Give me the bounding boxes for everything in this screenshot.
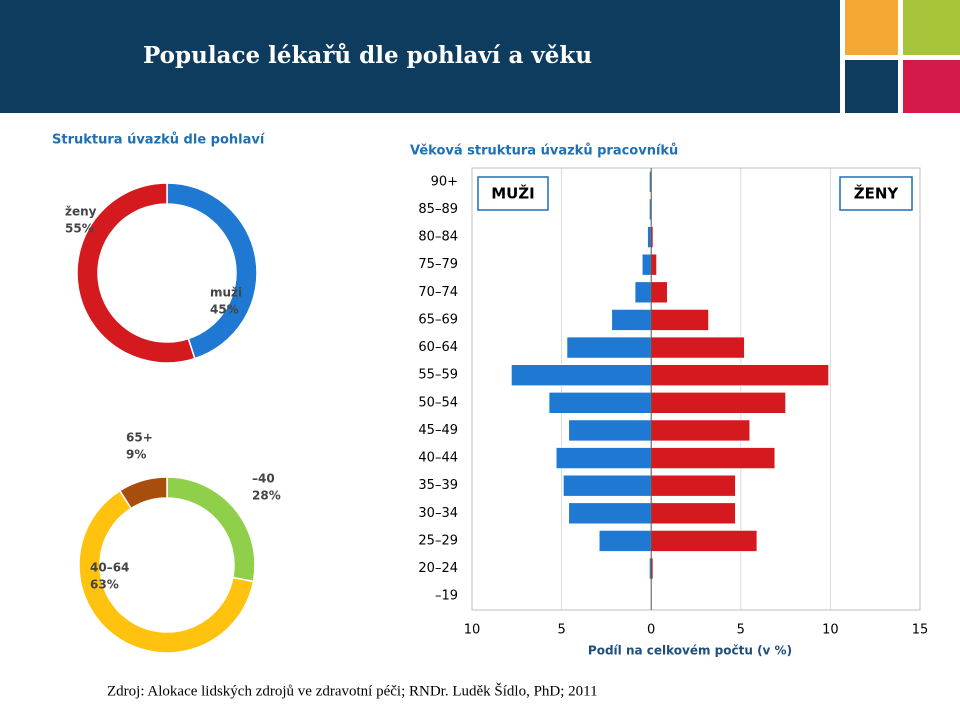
y-tick-label: –19 xyxy=(435,589,458,604)
bar xyxy=(611,309,652,331)
bar xyxy=(641,253,652,276)
legend-label: ŽENY xyxy=(854,184,900,203)
bar xyxy=(634,281,652,304)
x-axis-title: Podíl na celkovém počtu (v %) xyxy=(588,644,792,658)
bar xyxy=(650,364,829,386)
bar xyxy=(555,447,652,469)
y-tick-label: 55–59 xyxy=(418,368,458,383)
segment-label: –40 xyxy=(252,472,275,486)
segment-value: 9% xyxy=(126,448,146,462)
bar xyxy=(598,530,652,552)
segment-value: 28% xyxy=(252,489,281,503)
y-tick-label: 50–54 xyxy=(418,395,458,410)
bar xyxy=(650,281,668,304)
bar xyxy=(650,392,786,414)
y-tick-label: 75–79 xyxy=(418,257,458,272)
deco-square xyxy=(845,60,898,113)
y-tick-label: 25–29 xyxy=(418,533,458,548)
segment-label: ženy xyxy=(65,205,97,219)
segment-value: 45% xyxy=(210,303,239,317)
donut-segment xyxy=(76,182,196,364)
legend-box xyxy=(477,176,549,211)
bar xyxy=(511,364,652,386)
bar xyxy=(568,502,652,525)
bar xyxy=(650,253,657,276)
deco-square xyxy=(903,60,960,113)
donut-segment xyxy=(166,476,256,583)
y-tick-label: 85–89 xyxy=(418,202,458,217)
donut-segment xyxy=(166,182,258,360)
header-band xyxy=(0,0,840,113)
bar xyxy=(650,336,745,359)
segment-label: muži xyxy=(210,286,242,300)
x-tick-label: 10 xyxy=(822,623,839,638)
legend-box xyxy=(839,176,913,211)
y-tick-label: 30–34 xyxy=(418,506,458,521)
deco-square xyxy=(903,0,960,55)
segment-label: 40–64 xyxy=(90,561,129,575)
slide-title: Populace lékařů dle pohlaví a věku xyxy=(143,42,592,69)
y-tick-label: 35–39 xyxy=(418,478,458,493)
bar xyxy=(548,392,652,414)
bar xyxy=(650,309,709,331)
bar xyxy=(650,530,758,552)
segment-label: 65+ xyxy=(126,431,153,445)
donut-segment xyxy=(78,489,255,654)
bar xyxy=(650,447,776,469)
bar xyxy=(650,502,736,525)
x-tick-label: 0 xyxy=(647,623,655,638)
bar xyxy=(650,474,736,497)
y-tick-label: 40–44 xyxy=(418,451,458,466)
y-tick-label: 80–84 xyxy=(418,230,458,245)
y-tick-label: 65–69 xyxy=(418,312,458,327)
bar xyxy=(650,419,751,442)
y-tick-label: 90+ xyxy=(431,174,458,189)
bar xyxy=(568,419,652,442)
chart-title: Věková struktura úvazků pracovníků xyxy=(410,144,678,159)
legend-label: MUŽI xyxy=(491,184,535,203)
y-tick-label: 60–64 xyxy=(418,340,458,355)
bar xyxy=(566,336,652,359)
x-tick-label: 5 xyxy=(557,623,565,638)
plot-border xyxy=(471,167,921,611)
segment-value: 63% xyxy=(90,578,119,592)
y-tick-label: 70–74 xyxy=(418,285,458,300)
x-tick-label: 15 xyxy=(912,623,929,638)
source: Zdroj: Alokace lidských zdrojů ve zdravo… xyxy=(107,682,598,699)
deco-square xyxy=(845,0,898,55)
donut-segment xyxy=(118,476,168,510)
bar xyxy=(647,226,652,248)
y-tick-label: 45–49 xyxy=(418,423,458,438)
segment-value: 55% xyxy=(65,222,94,236)
x-tick-label: 10 xyxy=(464,623,481,638)
x-tick-label: 5 xyxy=(737,623,745,638)
bar xyxy=(563,474,652,497)
y-tick-label: 20–24 xyxy=(418,561,458,576)
chart-title: Struktura úvazků dle pohlaví xyxy=(52,133,266,148)
